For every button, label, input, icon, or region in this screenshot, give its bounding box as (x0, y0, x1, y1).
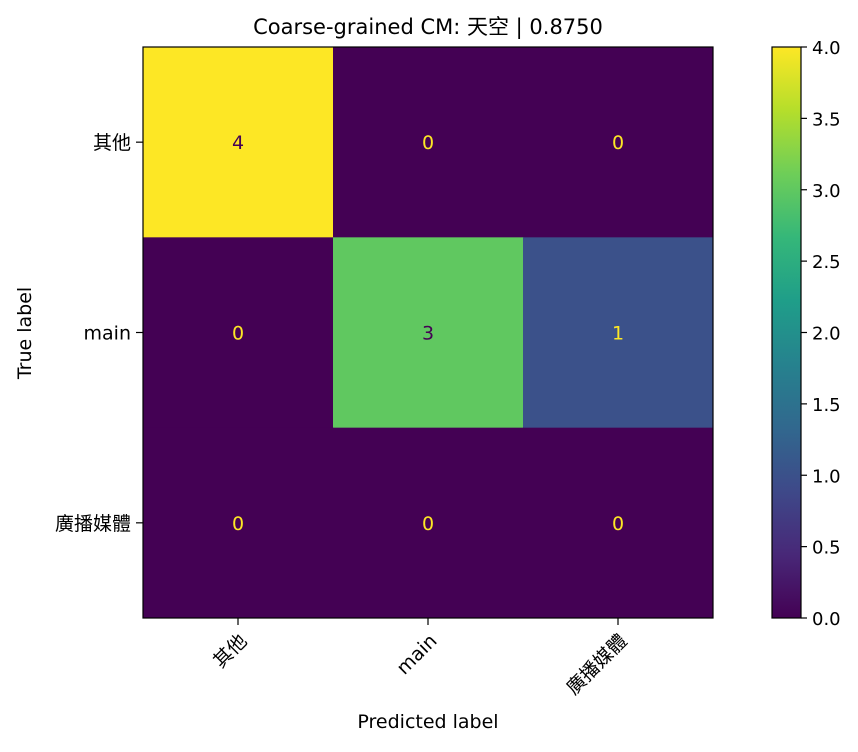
y-axis-ticks: 其他 main 廣播媒體 (55, 132, 143, 535)
heatmap-cell (333, 237, 524, 429)
cell-value-label: 1 (612, 323, 624, 345)
colorbar-tick-label: 1.0 (812, 466, 841, 487)
colorbar-tick-label: 3.0 (812, 181, 841, 202)
heatmap-cell (333, 47, 524, 238)
x-tick-label: 其他 (209, 630, 251, 672)
colorbar-tick-label: 1.5 (812, 395, 841, 416)
heatmap-cells (143, 47, 714, 619)
y-tick-label: 其他 (93, 132, 131, 154)
heatmap-cell (523, 237, 714, 429)
heatmap-cell (143, 237, 334, 429)
colorbar-ticks: 0.0 0.5 1.0 1.5 2.0 2.5 3.0 3.5 4.0 (801, 38, 841, 630)
colorbar-tick-label: 2.0 (812, 324, 841, 345)
cell-value-label: 4 (232, 132, 244, 154)
cell-value-label: 0 (232, 323, 244, 345)
heatmap-cell (523, 47, 714, 238)
cell-value-label: 0 (612, 513, 624, 535)
cell-value-label: 0 (232, 513, 244, 535)
x-tick-label: 廣播媒體 (562, 630, 631, 699)
colorbar-tick-label: 4.0 (812, 38, 841, 59)
heatmap-cell (143, 427, 334, 619)
y-tick-label: 廣播媒體 (55, 513, 131, 535)
x-tick-label: main (392, 630, 441, 679)
colorbar: 0.0 0.5 1.0 1.5 2.0 2.5 3.0 3.5 4.0 (771, 38, 841, 630)
heatmap-cell (333, 427, 524, 619)
heatmap-cell-labels: 4 0 0 0 3 1 0 0 0 (232, 132, 624, 535)
y-axis-label: True label (14, 287, 36, 380)
colorbar-tick-label: 0.5 (812, 538, 841, 559)
heatmap-cell (523, 427, 714, 619)
x-axis-ticks: 其他 main 廣播媒體 (209, 618, 632, 699)
colorbar-tick-label: 3.5 (812, 109, 841, 130)
cell-value-label: 3 (422, 323, 434, 345)
heatmap-cell (143, 47, 334, 238)
y-tick-label: main (84, 323, 131, 345)
colorbar-tick-label: 2.5 (812, 252, 841, 273)
colorbar-gradient (771, 46, 802, 619)
cell-value-label: 0 (612, 132, 624, 154)
x-axis-label: Predicted label (357, 711, 498, 733)
colorbar-tick-label: 0.0 (812, 609, 841, 630)
cell-value-label: 0 (422, 513, 434, 535)
chart-title: Coarse-grained CM: 天空 | 0.8750 (253, 15, 603, 40)
cell-value-label: 0 (422, 132, 434, 154)
